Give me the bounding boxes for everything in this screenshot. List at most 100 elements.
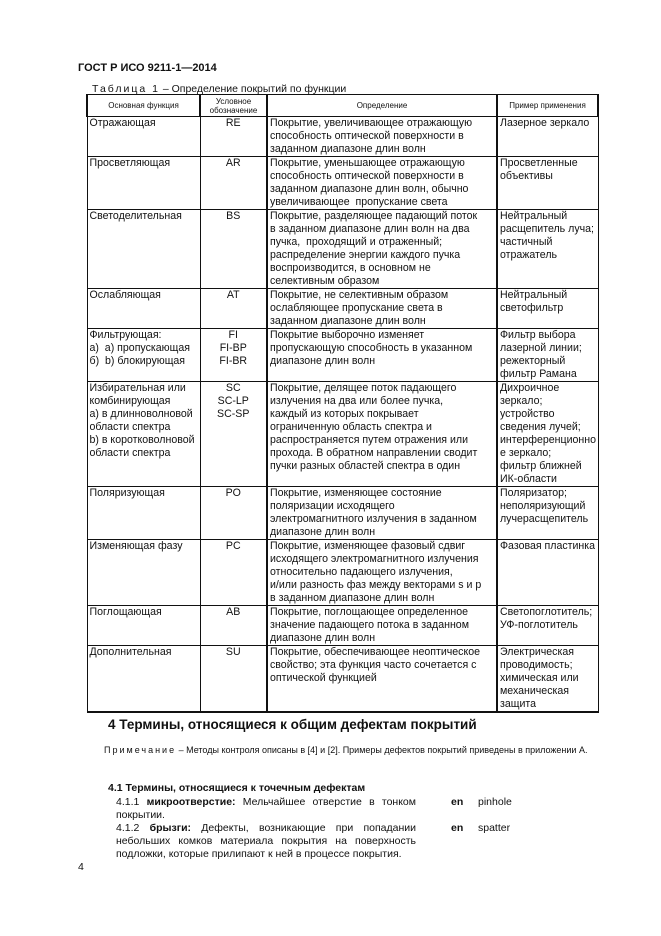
cell-line: FI-BP <box>219 342 247 354</box>
cell-line: Отражающая <box>89 117 156 129</box>
cell-code: SU <box>199 645 268 713</box>
cell-line: ослабляющее пропускание света в <box>270 302 443 314</box>
term-entry: 4.1.2 брызги: Дефекты, возникающие при п… <box>116 822 416 861</box>
cell-line: Покрытие, поглощающее определенное <box>270 606 468 618</box>
cell-line: SC-SP <box>217 408 250 420</box>
cell-line: Покрытие, увеличивающее отражающую <box>270 117 473 129</box>
cell-line: Фильтрующая: <box>89 329 162 341</box>
table-caption-text: – Определение покрытий по функции <box>159 83 347 95</box>
cell-line: распространяется путем отражения или <box>270 434 468 446</box>
cell-line: лучерасщепитель <box>500 513 589 525</box>
table-caption-label: Таблица 1 <box>92 83 160 95</box>
cell-func: Ослабляющая <box>86 288 201 329</box>
column-header: Условное обозначение <box>199 94 268 117</box>
note-label: Примечание <box>104 745 177 755</box>
cell-line: комбинирующая <box>89 395 171 407</box>
cell-line: защита <box>500 698 537 710</box>
cell-code: SC SC-LP SC-SP <box>199 381 268 487</box>
cell-code: RE <box>199 116 268 157</box>
cell-line: объективы <box>500 170 553 182</box>
cell-line: Поглощающая <box>89 606 162 618</box>
cell-def: Покрытие, изменяющее фазовый сдвиг исходя… <box>266 539 498 606</box>
cell-line: способность оптической поверхности в <box>270 170 464 182</box>
note-text: – Методы контроля описаны в [4] и [2]. П… <box>176 745 588 755</box>
cell-line: FI <box>228 329 238 341</box>
cell-line: заданном диапазоне длин волн, обычно <box>270 183 469 195</box>
cell-line: исходящего электромагнитного излучения <box>270 553 479 565</box>
term-lang: en <box>451 796 464 808</box>
term-entry: 4.1.1 микроотверстие: Мельчайшее отверст… <box>116 796 416 822</box>
cell-line: диапазоне длин волн <box>270 632 376 644</box>
cell-def: Покрытие, не селективным образом ослабляю… <box>266 288 498 329</box>
cell-line: FI-BR <box>219 355 248 367</box>
cell-line: Покрытие, не селективным образом <box>270 289 449 301</box>
cell-line: Покрытие, обеспечивающее неоптическое <box>270 646 480 658</box>
cell-line: Просветляющая <box>89 157 171 169</box>
cell-line: Нейтральный <box>500 210 568 222</box>
cell-line: электромагнитного излучения в заданном <box>270 513 477 525</box>
cell-def: Покрытие, изменяющее состояние поляризаци… <box>266 486 498 540</box>
cell-line: поляризации исходящего <box>270 500 395 512</box>
cell-func: Изменяющая фазу <box>86 539 201 606</box>
cell-line: Светоделительная <box>89 210 182 222</box>
cell-line: химическая или <box>500 672 579 684</box>
cell-line: относительно падающего излучения, <box>270 566 453 578</box>
cell-line: Покрытие, уменьшающее отражающую <box>270 157 465 169</box>
cell-line: RE <box>225 117 241 129</box>
cell-line: заданном диапазоне длин волн <box>270 315 426 327</box>
term-number: 4.1.2 <box>116 822 150 834</box>
cell-code: BS <box>199 209 268 289</box>
cell-line: Дихроичное <box>500 382 560 394</box>
cell-func: Поглощающая <box>86 605 201 646</box>
cell-line: области спектра <box>89 421 171 433</box>
cell-func: Дополнительная <box>86 645 201 713</box>
cell-line: в заданном диапазоне длин волн на два <box>270 223 470 235</box>
cell-line: области спектра <box>89 447 171 459</box>
cell-line: Поляризующая <box>89 487 165 499</box>
cell-code: FI FI-BP FI-BR <box>199 328 268 382</box>
cell-line: Избирательная или <box>89 382 186 394</box>
coating-function-table: Основная функция Условное обозначение Оп… <box>86 94 599 713</box>
cell-line: способность оптической поверхности в <box>270 130 464 142</box>
term-lang: en <box>451 822 464 834</box>
term-name: брызги: <box>149 822 192 834</box>
table-row: Поляризующая PO Покрытие, изменяющее состо… <box>86 486 599 540</box>
cell-line: прохода. В обратном направлении сводит <box>270 447 478 459</box>
cell-line: SU <box>225 646 241 658</box>
cell-line: а) a) пропускающая <box>89 342 190 354</box>
cell-line: увеличивающее пропускание света <box>270 196 448 208</box>
cell-code: PO <box>199 486 268 540</box>
cell-ex: Лазерное зеркало <box>496 116 599 157</box>
cell-line: светофильтр <box>500 302 564 314</box>
column-header: Основная функция <box>86 94 201 117</box>
cell-line: BS <box>226 210 241 222</box>
cell-func: Отражающая <box>86 116 201 157</box>
cell-ex: Фазовая пластинка <box>496 539 599 606</box>
cell-line: фильтр ближней <box>500 460 582 472</box>
cell-line: е зеркало; <box>500 447 552 459</box>
page-number: 4 <box>78 861 84 873</box>
cell-line: PO <box>225 487 241 499</box>
cell-ex: Просветленные объективы <box>496 156 599 210</box>
cell-line: Покрытие, изменяющее фазовый сдвиг <box>270 540 466 552</box>
cell-line: Дополнительная <box>89 646 172 658</box>
table-caption: Таблица 1 – Определение покрытий по функ… <box>92 83 346 95</box>
table-row: Просветляющая AR Покрытие, уменьшающее отр… <box>86 156 599 210</box>
cell-line: отражатель <box>500 249 558 261</box>
cell-line: свойство; эта функция часто сочетается с <box>270 659 477 671</box>
cell-line: в заданном диапазоне длин волн <box>270 592 435 604</box>
cell-line: селективным образом <box>270 275 380 287</box>
cell-line: Электрическая <box>500 646 574 658</box>
cell-line: каждый из которых покрывает <box>270 408 419 420</box>
cell-line: PC <box>225 540 241 552</box>
table-row: Ослабляющая AT Покрытие, не селективным об… <box>86 288 599 329</box>
cell-line: б) b) блокирующая <box>89 355 186 367</box>
cell-code: AR <box>199 156 268 210</box>
cell-line: УФ-поглотитель <box>500 619 578 631</box>
cell-func: Фильтрующая: а) a) пропускающая б) b) блок… <box>86 328 201 382</box>
document-header: ГОСТ Р ИСО 9211-1—2014 <box>78 62 217 74</box>
cell-line: воспроизводится, в основном не <box>270 262 431 274</box>
cell-line: диапазоне длин волн <box>270 526 376 538</box>
cell-func: Просветляющая <box>86 156 201 210</box>
